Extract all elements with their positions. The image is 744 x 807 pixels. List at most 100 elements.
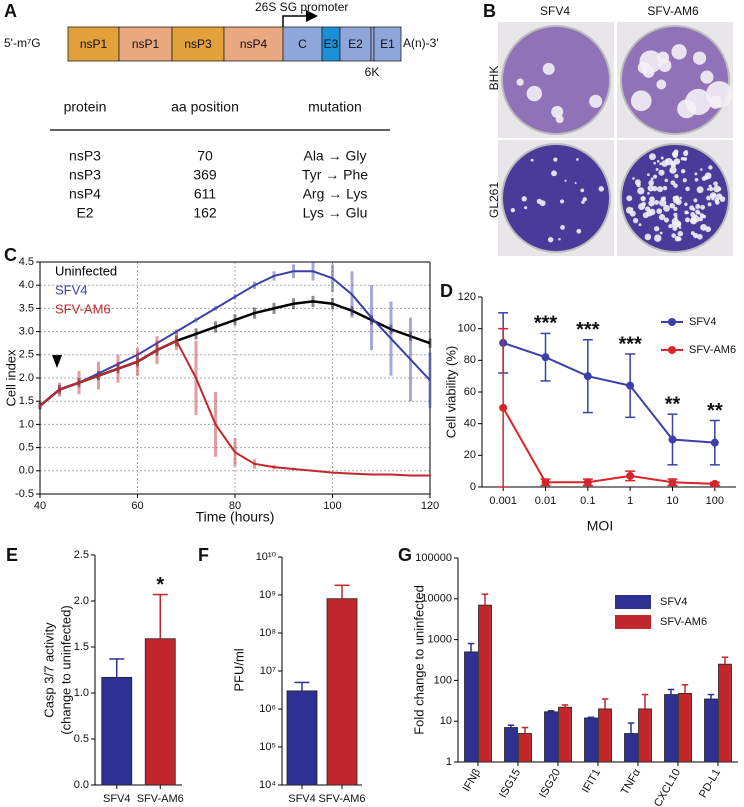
panel-label: D [440,281,453,301]
x-axis-label: MOI [587,518,613,534]
column-label: SFV4 [540,4,570,18]
segment-label: nsP4 [240,37,268,51]
plaque [700,204,706,210]
plaque [558,237,561,241]
y-tick-label: 0.5 [19,442,34,454]
y-axis-label: PFU/ml [231,648,246,691]
y-tick-label: 100000 [415,552,452,564]
genome-segment [370,26,375,62]
bar [286,690,318,786]
plaque [678,226,682,229]
plaque [713,185,721,193]
plaque [690,219,695,224]
y-tick-label: 2.0 [74,595,89,607]
legend-label: SFV-AM6 [55,301,111,316]
segment-label: E3 [324,37,339,51]
plaque [640,195,646,202]
panel-label: A [4,1,17,21]
point [583,372,592,381]
plaque [656,186,664,193]
plaque [661,160,668,167]
plaque [680,156,685,161]
legend-label: SFV4 [55,282,88,297]
bar [638,708,652,763]
x-tick-label: SFV4 [103,793,131,805]
plaque [530,158,534,162]
legend-swatch [615,615,651,629]
plaque [658,214,666,221]
bar [144,638,176,786]
plaque [630,207,634,211]
plaque [682,178,687,183]
mutation-table: protein aa position mutation nsP3 70 Ala → Gl… [64,99,369,221]
significance: *** [534,313,558,335]
y-tick-label: 10000 [421,593,452,605]
column-label: SFV-AM6 [647,4,699,18]
point [710,479,719,488]
plaque [576,158,579,161]
plaque [717,187,722,191]
y-tick-label: 10¹⁰ [256,551,277,563]
y-tick-label: 4.5 [19,256,34,268]
plaque [582,197,587,202]
plaque [670,180,676,186]
plaque [630,90,652,112]
series-line [502,341,715,444]
panel-label: B [483,1,496,21]
x-tick-label: SFV-AM6 [137,793,184,805]
plaque [559,199,565,204]
plaque [679,196,683,200]
y-axis-label: Casp 3/7 activity [41,622,56,718]
y-tick-label: 10⁵ [259,741,276,753]
6k-label: 6K [365,65,380,79]
plaque [551,170,557,177]
plaque [684,210,689,215]
table-header: mutation [308,99,362,115]
bar [704,698,718,763]
plaque [659,162,662,166]
segment-label: E1 [380,37,395,51]
plaque [671,233,677,238]
plaque [712,194,716,198]
plaque [551,105,564,118]
plaque [653,226,660,232]
plaque [647,184,655,192]
plaque [673,183,678,188]
plaque [700,168,703,171]
plaque [641,201,646,207]
legend-label: SFV-AM6 [660,616,707,628]
y-axis-label: Cell index [3,349,18,407]
y-tick-label: 20 [464,449,476,461]
plaque [696,186,704,194]
plaque [637,187,645,195]
plaque [521,196,527,202]
plaque [648,180,655,186]
series-line [502,407,715,485]
plaque [674,173,679,179]
table-cell: 369 [193,167,217,183]
y-tick-label: 1.5 [19,395,34,407]
y-tick-label: 1.0 [19,418,34,430]
plaque [669,169,673,173]
plaque [668,224,673,229]
plaque [650,177,654,181]
x-tick-label: CXCL10 [652,767,683,807]
plaque [574,181,577,185]
y-tick-label: 0 [470,481,476,493]
plaque [589,94,603,108]
significance: *** [576,319,600,341]
plaque [647,173,650,177]
row-label: GL261 [487,182,501,218]
y-tick-label: 100 [434,674,452,686]
bar [326,598,358,786]
plaque [708,165,713,170]
table-cell: E2 [76,205,93,221]
y-axis-label: Fold change to uninfected [411,585,426,735]
plate [501,25,611,135]
plaque [700,70,714,84]
y-tick-label: 120 [458,291,476,303]
plaque [656,160,660,163]
plaque [685,217,690,223]
bar [101,676,133,786]
plaque [704,172,712,180]
